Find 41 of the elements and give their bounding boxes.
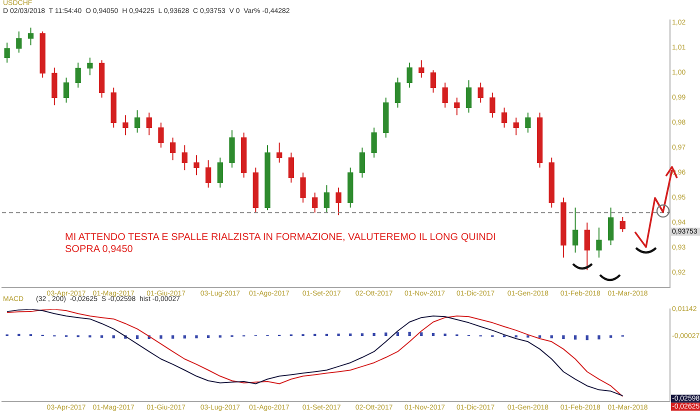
candlestick — [194, 154, 200, 176]
candlestick — [312, 192, 318, 214]
candlestick — [122, 114, 128, 136]
candlestick — [466, 80, 472, 114]
candlestick — [146, 112, 152, 136]
candlestick — [170, 137, 176, 161]
candlestick — [134, 110, 140, 134]
candlestick — [620, 216, 626, 232]
annotation: MI ATTENDO TESTA E SPALLE RIALZISTA IN FORMAZIONE, VALUTEREMO IL LONG QUINDI SOPRA 0,9450 — [65, 232, 497, 256]
candlestick — [63, 77, 70, 104]
candlestick — [205, 160, 212, 188]
candlestick — [288, 152, 294, 184]
candlestick — [454, 97, 460, 116]
candlestick — [478, 82, 484, 104]
candlestick — [490, 92, 496, 118]
candlestick — [336, 187, 342, 216]
candlestick — [75, 62, 81, 88]
candlestick — [276, 142, 282, 164]
candlestick — [371, 127, 377, 158]
candlestick — [4, 42, 10, 64]
candlestick — [394, 77, 401, 108]
candlestick — [300, 172, 306, 204]
candlestick — [430, 70, 436, 94]
candlestick — [572, 207, 578, 254]
candlestick — [359, 147, 366, 178]
candlestick — [87, 57, 93, 76]
candlestick — [513, 117, 519, 136]
candlestick — [28, 27, 34, 46]
candlestick — [525, 112, 531, 134]
candlestick — [442, 82, 448, 108]
candlestick — [16, 30, 22, 54]
candlestick — [406, 62, 412, 88]
candlestick — [158, 122, 164, 148]
candlestick — [217, 157, 223, 188]
candlestick — [596, 227, 602, 258]
candlestick — [418, 60, 424, 78]
candlestick — [182, 144, 188, 171]
candlestick — [584, 222, 590, 271]
candlestick — [608, 207, 614, 246]
candlestick — [324, 184, 330, 214]
candlestick — [501, 107, 508, 128]
